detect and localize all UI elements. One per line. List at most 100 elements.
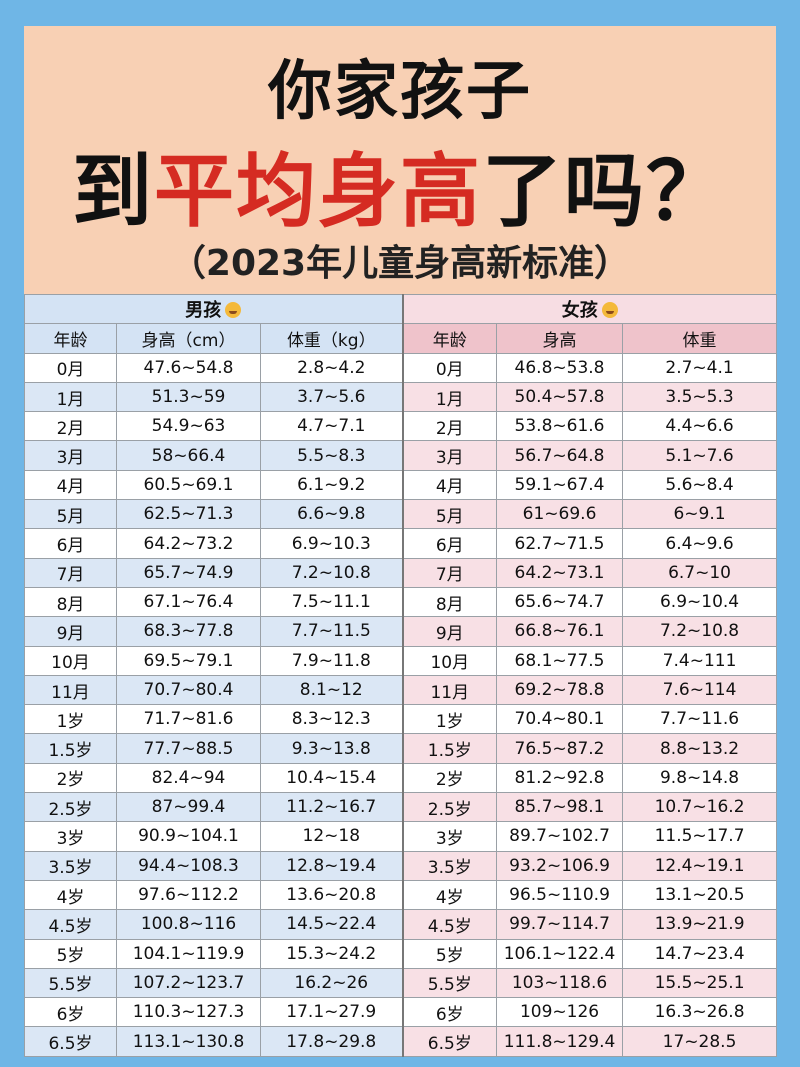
girl-weight-cell: 5.1~7.6 xyxy=(622,440,778,471)
girl-weight-cell: 9.8~14.8 xyxy=(622,762,778,794)
girl-height-cell: 99.7~114.7 xyxy=(496,909,624,940)
table-row: 11月 70.7~80.4 8.1~12 11月 69.2~78.8 7.6~114 xyxy=(24,674,778,706)
girl-weight-header: 体重 xyxy=(622,323,778,354)
boy-height-cell: 47.6~54.8 xyxy=(116,352,261,383)
boy-height-cell: 113.1~130.8 xyxy=(116,1026,261,1057)
boy-height-cell: 54.9~63 xyxy=(116,411,261,442)
boy-age-cell: 8月 xyxy=(24,586,117,618)
table-row: 1月 51.3~59 3.7~5.6 1月 50.4~57.8 3.5~5.3 xyxy=(24,381,778,413)
girl-weight-cell: 10.7~16.2 xyxy=(622,792,778,823)
boy-age-cell: 4月 xyxy=(24,469,117,501)
girl-weight-cell: 11.5~17.7 xyxy=(622,821,778,852)
girl-age-cell: 5月 xyxy=(401,499,498,530)
girl-weight-cell: 15.5~25.1 xyxy=(622,967,778,999)
table-row: 7月 65.7~74.9 7.2~10.8 7月 64.2~73.1 6.7~10 xyxy=(24,557,778,588)
girl-age-cell: 4月 xyxy=(401,469,498,501)
girl-height-cell: 65.6~74.7 xyxy=(496,586,624,618)
boy-height-cell: 58~66.4 xyxy=(116,440,261,471)
girl-height-cell: 70.4~80.1 xyxy=(496,704,624,735)
boy-age-cell: 6月 xyxy=(24,528,117,559)
boy-age-cell: 0月 xyxy=(24,352,117,383)
boy-height-cell: 51.3~59 xyxy=(116,381,261,413)
girl-age-cell: 4.5岁 xyxy=(401,909,498,940)
girl-face-emoji-icon xyxy=(601,302,618,319)
girl-weight-cell: 14.7~23.4 xyxy=(622,938,778,969)
girl-height-cell: 53.8~61.6 xyxy=(496,411,624,442)
boy-age-cell: 1月 xyxy=(24,381,117,413)
table-row: 9月 68.3~77.8 7.7~11.5 9月 66.8~76.1 7.2~10.8 xyxy=(24,616,778,647)
girl-age-cell: 3.5岁 xyxy=(401,850,498,881)
boy-face-emoji-icon xyxy=(225,302,242,319)
group-header-row: 男孩 女孩 xyxy=(23,293,778,325)
boy-weight-cell: 9.3~13.8 xyxy=(259,733,404,764)
title-banner: 你家孩子 到平均身高了吗？ （2023年儿童身高新标准） xyxy=(24,26,776,294)
title-prefix: 到 xyxy=(72,145,154,238)
girl-age-cell: 4岁 xyxy=(401,879,498,911)
girl-age-cell: 3月 xyxy=(401,440,498,471)
girl-weight-cell: 6.4~9.6 xyxy=(622,528,778,559)
girl-weight-cell: 8.8~13.2 xyxy=(622,733,778,764)
girl-age-cell: 6.5岁 xyxy=(401,1026,498,1057)
boy-weight-cell: 7.5~11.1 xyxy=(259,586,404,618)
table-row: 3月 58~66.4 5.5~8.3 3月 56.7~64.8 5.1~7.6 xyxy=(24,440,778,471)
girl-age-cell: 0月 xyxy=(401,352,498,383)
boy-group-header: 男孩 xyxy=(23,293,404,325)
girl-age-cell: 8月 xyxy=(401,586,498,618)
boy-age-cell: 5月 xyxy=(24,499,117,530)
boy-height-cell: 68.3~77.8 xyxy=(116,616,261,647)
girl-age-cell: 1岁 xyxy=(401,704,498,735)
boy-age-cell: 5岁 xyxy=(24,938,117,969)
table-row: 2岁 82.4~94 10.4~15.4 2岁 81.2~92.8 9.8~14.8 xyxy=(24,762,778,794)
table-row: 2月 54.9~63 4.7~7.1 2月 53.8~61.6 4.4~6.6 xyxy=(24,411,778,442)
table-row: 6月 64.2~73.2 6.9~10.3 6月 62.7~71.5 6.4~9.6 xyxy=(24,528,778,559)
title-line-1: 你家孩子 xyxy=(268,55,532,129)
boy-height-cell: 97.6~112.2 xyxy=(116,879,261,911)
table-row: 5.5岁 107.2~123.7 16.2~26 5.5岁 103~118.6 15.5~… xyxy=(24,967,778,999)
boy-height-cell: 87~99.4 xyxy=(116,792,261,823)
girl-weight-cell: 17~28.5 xyxy=(622,1026,778,1057)
table-row: 6.5岁 113.1~130.8 17.8~29.8 6.5岁 111.8~129.4 1… xyxy=(24,1026,778,1057)
boy-age-cell: 1.5岁 xyxy=(24,733,117,764)
boy-age-header: 年龄 xyxy=(24,323,117,354)
girl-weight-cell: 16.3~26.8 xyxy=(622,997,778,1028)
boy-weight-cell: 8.3~12.3 xyxy=(259,704,404,735)
girl-height-cell: 69.2~78.8 xyxy=(496,674,624,706)
boy-weight-cell: 17.8~29.8 xyxy=(259,1026,404,1057)
boy-age-cell: 2月 xyxy=(24,411,117,442)
girl-age-cell: 1.5岁 xyxy=(401,733,498,764)
table-row: 2.5岁 87~99.4 11.2~16.7 2.5岁 85.7~98.1 10.7~16… xyxy=(24,792,778,823)
boy-weight-cell: 7.2~10.8 xyxy=(259,557,404,588)
boy-height-cell: 60.5~69.1 xyxy=(116,469,261,501)
girl-age-cell: 1月 xyxy=(401,381,498,413)
girl-height-header: 身高 xyxy=(496,323,624,354)
boy-weight-cell: 6.6~9.8 xyxy=(259,499,404,530)
boy-weight-cell: 3.7~5.6 xyxy=(259,381,404,413)
boy-age-cell: 7月 xyxy=(24,557,117,588)
girl-height-cell: 64.2~73.1 xyxy=(496,557,624,588)
boy-height-cell: 62.5~71.3 xyxy=(116,499,261,530)
girl-height-cell: 76.5~87.2 xyxy=(496,733,624,764)
girl-weight-cell: 3.5~5.3 xyxy=(622,381,778,413)
boy-weight-cell: 6.1~9.2 xyxy=(259,469,404,501)
girl-age-cell: 2.5岁 xyxy=(401,792,498,823)
boy-weight-cell: 17.1~27.9 xyxy=(259,997,404,1028)
boy-age-cell: 6.5岁 xyxy=(24,1026,117,1057)
boy-weight-cell: 2.8~4.2 xyxy=(259,352,404,383)
girl-height-cell: 68.1~77.5 xyxy=(496,645,624,676)
girl-weight-cell: 6~9.1 xyxy=(622,499,778,530)
girl-height-cell: 62.7~71.5 xyxy=(496,528,624,559)
boy-weight-cell: 15.3~24.2 xyxy=(259,938,404,969)
girl-weight-cell: 7.7~11.6 xyxy=(622,704,778,735)
girl-weight-cell: 13.1~20.5 xyxy=(622,879,778,911)
table-row: 4.5岁 100.8~116 14.5~22.4 4.5岁 99.7~114.7 13.9… xyxy=(24,909,778,940)
girl-age-cell: 7月 xyxy=(401,557,498,588)
boy-height-cell: 70.7~80.4 xyxy=(116,674,261,706)
girl-height-cell: 61~69.6 xyxy=(496,499,624,530)
girl-height-cell: 106.1~122.4 xyxy=(496,938,624,969)
boy-age-cell: 9月 xyxy=(24,616,117,647)
subtitle: （2023年儿童身高新标准） xyxy=(169,243,631,284)
title-line-2: 到平均身高了吗？ xyxy=(24,144,776,240)
girl-weight-cell: 7.4~111 xyxy=(622,645,778,676)
table-row: 4月 60.5~69.1 6.1~9.2 4月 59.1~67.4 5.6~8.4 xyxy=(24,469,778,501)
table-row: 0月 47.6~54.8 2.8~4.2 0月 46.8~53.8 2.7~4.1 xyxy=(24,352,778,383)
